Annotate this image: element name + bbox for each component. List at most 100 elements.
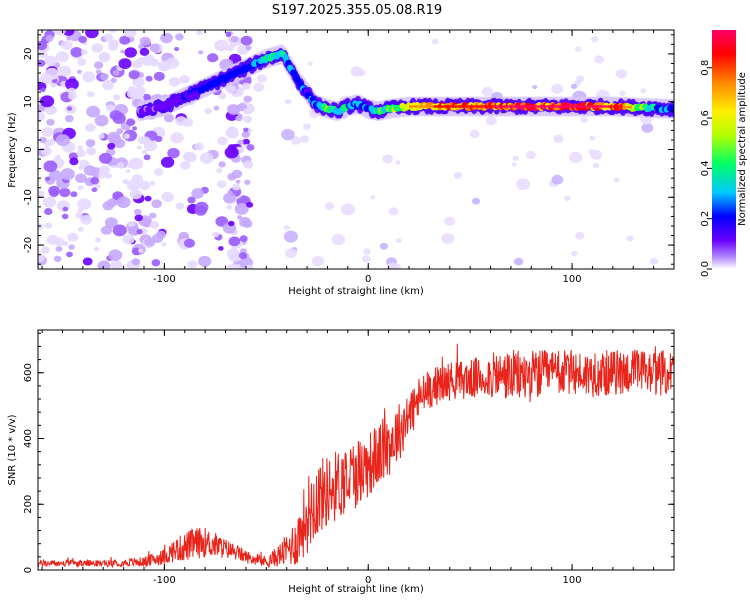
ridge-peak <box>588 105 590 108</box>
noise-blob <box>82 71 96 83</box>
noise-blob <box>144 195 152 202</box>
ridge-peak <box>487 105 489 108</box>
ridge-peak <box>431 105 434 108</box>
noise-blob <box>40 73 53 84</box>
noise-blob <box>257 74 267 83</box>
noise-blob <box>356 69 366 77</box>
noise-blob <box>388 207 399 216</box>
ridge-peak <box>529 105 532 108</box>
ridge-peak <box>510 105 512 108</box>
ridge-peak <box>505 105 507 108</box>
ridge-peak <box>459 105 462 108</box>
noise-blob <box>216 168 223 174</box>
ridge-peak <box>492 105 494 108</box>
ridge-peak <box>472 105 475 108</box>
noise-blob <box>149 212 157 219</box>
ridge-peak <box>565 105 568 108</box>
noise-blob <box>67 143 72 149</box>
ridge-peak <box>563 105 566 108</box>
ridge-peak <box>438 105 440 108</box>
ridge-peak <box>547 105 550 108</box>
noise-blob <box>150 180 156 186</box>
snr-y-axis-label: SNR (10 * v/v) <box>7 414 18 485</box>
noise-blob <box>40 95 55 108</box>
noise-blob <box>641 122 654 133</box>
noise-blob <box>325 202 335 211</box>
noise-blob <box>284 99 292 105</box>
noise-blob <box>126 118 136 126</box>
colorbar-label: Normalized spectral amplitude <box>737 72 748 226</box>
noise-blob <box>175 33 184 41</box>
ridge-peak <box>413 105 416 108</box>
ridge-peak <box>513 105 515 108</box>
ridge-peak <box>541 105 543 108</box>
ridge-peak <box>532 105 535 108</box>
noise-blob <box>39 136 47 144</box>
noise-blob <box>85 139 96 148</box>
noise-blob <box>387 262 398 269</box>
noise-blob <box>91 187 98 192</box>
y-tick-label: 20 <box>23 48 34 61</box>
ridge-peak <box>621 105 623 108</box>
noise-blob <box>38 190 45 198</box>
ridge-peak <box>531 105 533 108</box>
ridge-peak <box>560 105 563 108</box>
noise-blob <box>153 71 165 81</box>
noise-blob <box>76 149 86 158</box>
ridge-peak <box>612 105 615 108</box>
ridge-peak <box>410 105 413 108</box>
y-tick-label: -10 <box>23 189 34 205</box>
noise-blob <box>82 257 93 266</box>
snr-series-line <box>38 343 674 569</box>
noise-blob <box>150 58 160 67</box>
ridge-peak <box>477 105 479 108</box>
noise-blob <box>108 249 123 261</box>
noise-blob <box>382 154 393 164</box>
noise-blob <box>235 179 241 184</box>
ridge-peak <box>426 105 429 108</box>
noise-blob <box>184 238 195 248</box>
colorbar <box>712 30 736 269</box>
ridge-peak <box>586 105 589 108</box>
ridge-peak <box>503 105 506 108</box>
noise-blob <box>227 126 238 135</box>
noise-blob <box>139 47 150 56</box>
noise-blob <box>218 92 227 100</box>
ridge-peak <box>423 105 426 108</box>
noise-blob <box>100 225 113 235</box>
noise-blob <box>300 135 310 143</box>
noise-blob <box>551 83 563 94</box>
noise-blob <box>85 30 99 39</box>
ridge-peak <box>528 105 530 108</box>
noise-blob <box>128 70 140 80</box>
noise-blob <box>86 105 101 118</box>
noise-blob <box>55 246 63 252</box>
noise-blob <box>191 188 204 199</box>
noise-blob <box>45 34 54 42</box>
noise-blob <box>513 257 524 266</box>
noise-blob <box>98 133 105 139</box>
colorbar-tick-label: 0.2 <box>700 211 711 227</box>
noise-blob <box>290 136 302 145</box>
noise-blob <box>187 260 198 269</box>
ridge-peak <box>614 105 616 108</box>
noise-blob <box>44 222 53 229</box>
noise-blob <box>485 116 497 126</box>
noise-blob <box>47 138 56 146</box>
noise-blob <box>242 138 250 146</box>
noise-blob <box>136 229 143 235</box>
noise-blob <box>41 127 54 137</box>
spectrogram-ridge <box>135 44 674 122</box>
noise-blob <box>370 195 376 200</box>
noise-blob <box>175 116 187 126</box>
noise-blob <box>66 35 72 40</box>
ridge-peak <box>557 105 559 108</box>
noise-blob <box>38 50 48 59</box>
noise-blob <box>133 208 142 216</box>
noise-blob <box>55 51 69 63</box>
noise-blob <box>640 88 647 93</box>
ridge-peak <box>629 106 631 109</box>
ridge-peak <box>583 105 585 108</box>
noise-blob <box>594 55 604 64</box>
